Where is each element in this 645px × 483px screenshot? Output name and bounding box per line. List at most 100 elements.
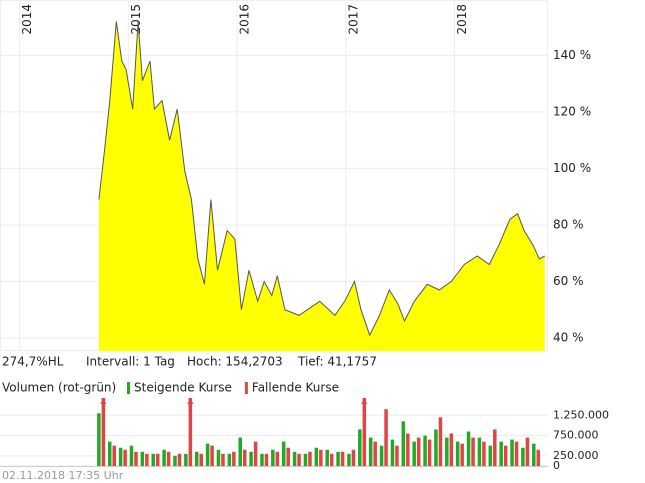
volume-bar [194,451,199,466]
info-range: 274,7%HL [2,355,64,369]
volume-bar [264,453,269,466]
volume-bar [199,453,203,466]
volume-bar [423,435,427,466]
volume-bar [536,449,541,466]
volume-bar [162,449,166,466]
area-fill [98,21,545,351]
y-tick-label: 100 % [553,161,591,175]
volume-bar [488,445,493,466]
volume-bar [521,447,525,466]
volume-bar [390,439,395,466]
volume-bar [242,449,247,466]
info-low: Tief: 41,1757 [297,355,377,369]
volume-bar [379,445,384,466]
volume-bar [525,437,530,466]
volume-bar [173,455,177,466]
volume-bar [445,437,449,466]
volume-bar [466,431,471,466]
volume-bar [184,453,188,466]
volume-bar [221,453,225,466]
overflow-arrow [187,398,194,404]
x-tick-label: 2018 [455,4,469,35]
x-tick-label: 2016 [238,4,252,35]
volume-bar [362,398,367,466]
y-tick-label: 120 % [553,104,591,118]
volume-bar [281,441,286,466]
volume-bar [319,449,323,466]
volume-bar [297,453,301,466]
volume-bar [416,437,421,466]
legend-swatch [244,382,248,394]
volume-bar [438,417,443,466]
volume-bar [532,443,536,466]
volume-bar [216,449,221,466]
volume-bar [455,441,460,466]
timestamp: 02.11.2018 17:35 Uhr [2,469,124,482]
volume-bar [271,449,275,466]
volume-bar [449,433,454,466]
volume-bar [406,433,410,466]
overflow-arrow [361,398,368,404]
volume-bar [97,413,101,466]
volume-bar [358,429,362,466]
volume-bar [188,398,193,466]
volume-bar [151,453,155,466]
volume-bar [303,453,308,466]
volume-bar [227,453,232,466]
volume-bar [145,453,149,466]
volume-bar [477,437,482,466]
volume-bar [412,441,416,466]
y-tick-label: 250.000 [553,449,599,462]
volume-bar [427,439,432,466]
volume-bar [347,453,351,466]
volume-bar [351,449,356,466]
volume-bar [503,445,508,466]
volume-bar [232,451,236,466]
volume-bar [514,441,519,466]
volume-bar [118,447,123,466]
x-tick-label: 2015 [129,4,143,35]
legend-label: Fallende Kurse [252,381,339,395]
volume-bar [286,447,290,466]
x-tick-label: 2014 [20,4,34,35]
volume-bar [329,453,334,466]
legend-label: Steigende Kurse [134,381,232,395]
y-tick-label: 0 [553,459,560,472]
volume-bar [308,451,312,466]
x-tick-label: 2017 [346,4,360,35]
volume-bar [238,437,242,466]
volume-bar [325,449,329,466]
volume-bar [253,441,258,466]
legend-swatch [127,382,130,394]
volume-bar [314,447,319,466]
volume-bar [340,451,345,466]
volume-bar [510,439,514,466]
volume-bar [260,453,264,466]
volume-bar [101,398,106,466]
volume-bar [493,429,497,466]
volume-bar [112,445,116,466]
volume-bar [460,443,464,466]
info-high: Hoch: 154,2703 [187,355,283,369]
y-tick-label: 140 % [553,48,591,62]
volume-bar [471,437,475,466]
volume-bar [107,441,112,466]
volume-bar [177,453,182,466]
info-interval: Intervall: 1 Tag [86,355,175,369]
volume-bar [395,445,399,466]
volume-bar [210,445,214,466]
volume-bar [155,453,160,466]
y-tick-label: 80 % [553,217,584,231]
volume-bar [205,443,210,466]
volume-bar [134,451,138,466]
volume-title: Volumen (rot-grün) [2,381,116,395]
volume-bar [129,445,134,466]
volume-bar [482,441,486,466]
volume-bar [123,449,127,466]
price-line [98,21,545,337]
volume-bar [499,441,503,466]
volume-bar [373,441,377,466]
volume-bar [292,451,297,466]
volume-bar [368,437,373,466]
